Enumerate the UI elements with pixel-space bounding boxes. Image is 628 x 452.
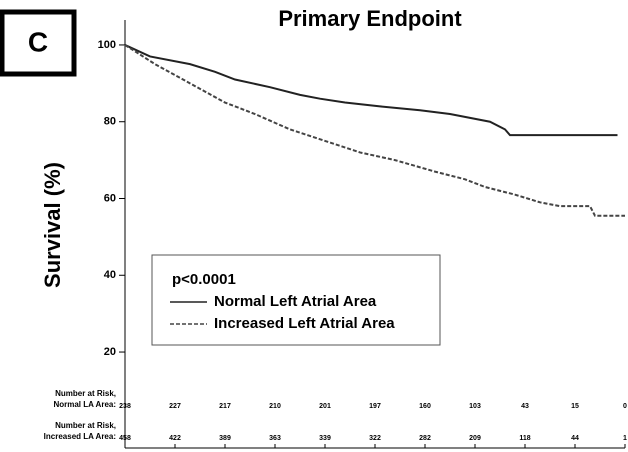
legend-label: Increased Left Atrial Area [214,315,395,332]
risk-value: 339 [319,435,331,442]
risk-value: 422 [169,435,181,442]
risk-value: 458 [119,435,131,442]
risk-value: 389 [219,435,231,442]
risk-value: 43 [521,403,529,410]
chart-title: Primary Endpoint [278,6,462,31]
legend-label: Normal Left Atrial Area [214,293,377,310]
risk-value: 44 [571,435,579,442]
risk-value: 217 [219,403,231,410]
risk-value: 363 [269,435,281,442]
risk-row-label: Number at Risk, [55,421,116,430]
risk-value: 210 [269,403,281,410]
risk-value: 201 [319,403,331,410]
survival-curve [124,44,625,217]
risk-value: 1 [623,435,627,442]
risk-value: 282 [419,435,431,442]
risk-value: 197 [369,403,381,410]
risk-row-label: Increased LA Area: [44,432,116,441]
risk-value: 238 [119,403,131,410]
risk-value: 227 [169,403,181,410]
risk-row-label: Normal LA Area: [53,400,116,409]
risk-value: 118 [519,435,530,442]
risk-value: 322 [369,435,381,442]
y-axis-label: Survival (%) [40,162,65,288]
risk-value: 209 [469,435,481,442]
annotation: p<0.0001 [172,271,236,288]
panel-box [0,9,77,77]
risk-row-label: Number at Risk, [55,389,116,398]
y-tick-label: 60 [104,192,116,204]
risk-value: 15 [571,403,579,410]
legend-box [151,254,441,346]
panel-label: C [28,26,48,57]
y-tick-label: 40 [104,269,116,281]
y-tick-label: 80 [104,116,116,128]
risk-value: 103 [469,403,481,410]
y-tick-label: 20 [104,346,116,358]
y-tick-label: 100 [98,39,116,51]
survival-curve [124,44,618,137]
risk-value: 0 [623,403,627,410]
risk-value: 160 [419,403,431,410]
